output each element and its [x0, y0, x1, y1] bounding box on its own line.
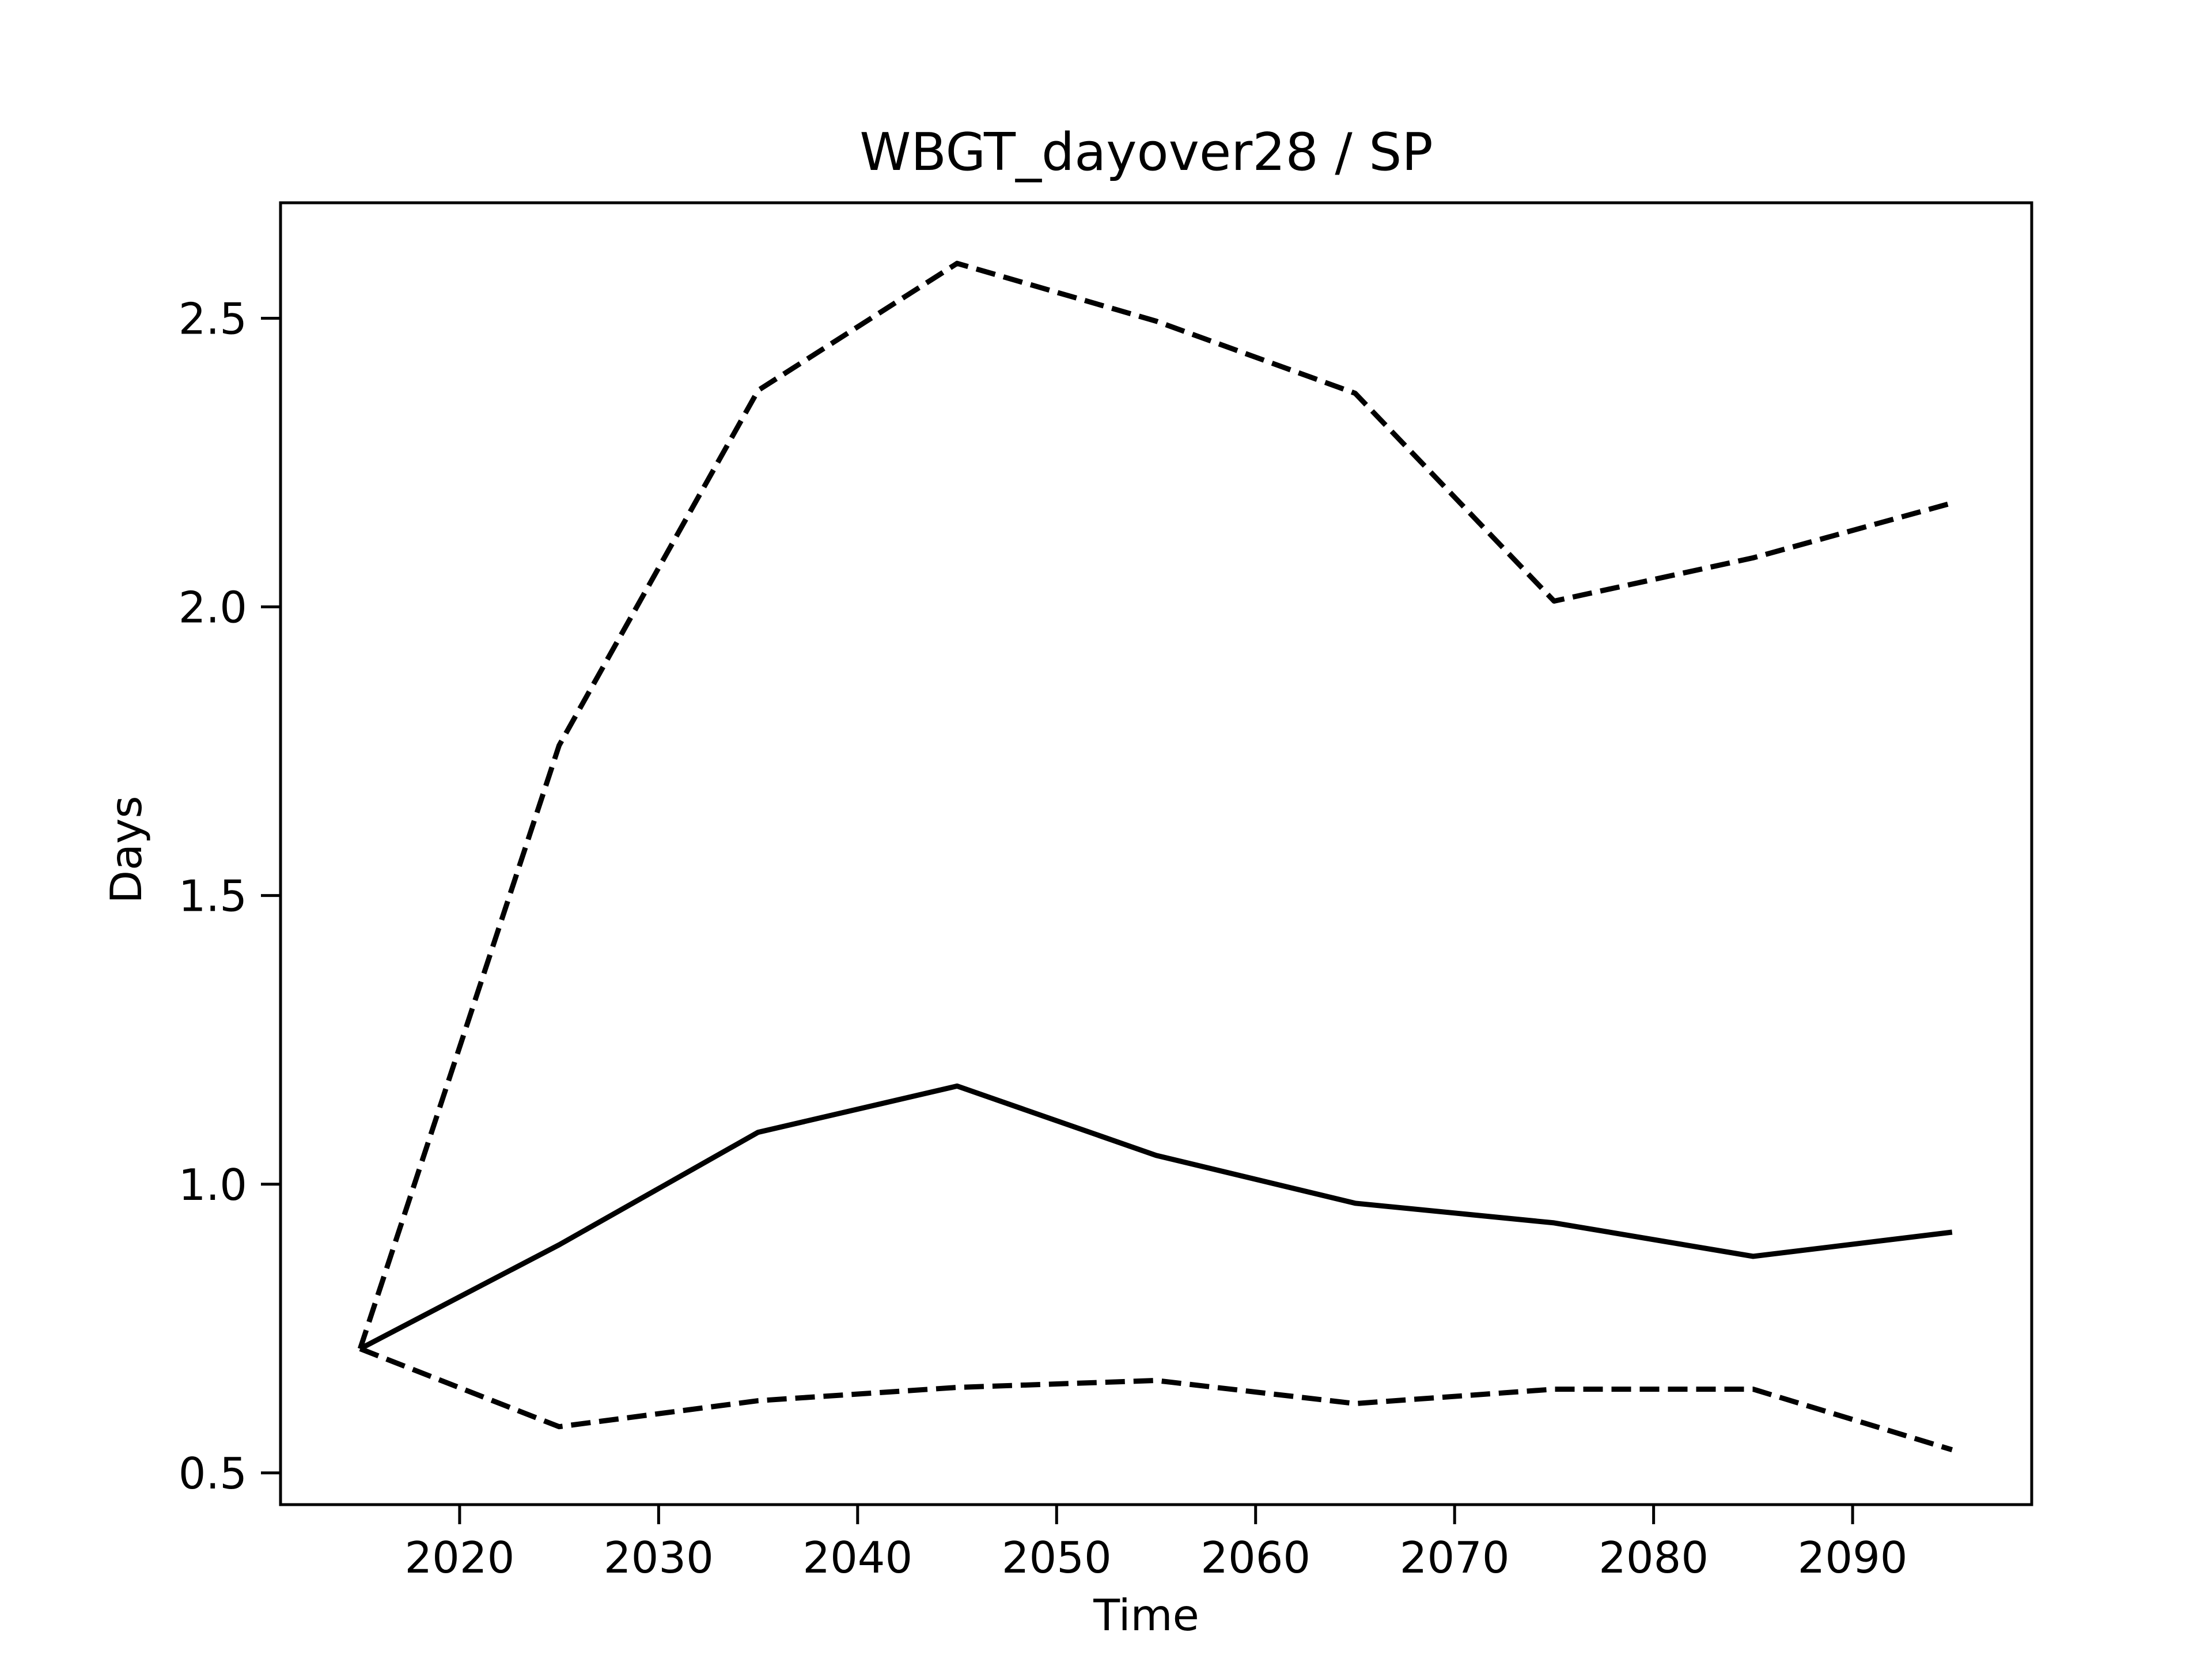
x-tick-label: 2060: [1200, 1532, 1310, 1583]
x-tick-label: 2080: [1599, 1532, 1709, 1583]
series-line-1-solid: [359, 1083, 1953, 1351]
series-line-2-dashed: [357, 260, 1953, 1350]
y-tick-label: 0.5: [179, 1448, 247, 1499]
x-tick-label: 2070: [1400, 1532, 1510, 1583]
x-tick-label: 2090: [1798, 1532, 1908, 1583]
series-line-3-dashed: [359, 1346, 1953, 1453]
x-axis: 2020 2030 2040 2050 2060 2070 2080 2090: [404, 1505, 1908, 1583]
y-axis: 0.5 1.0 1.5 2.0 2.5: [179, 293, 281, 1499]
x-axis-label: Time: [1093, 1590, 1199, 1641]
x-tick-label: 2020: [404, 1532, 514, 1583]
y-tick-label: 2.5: [179, 293, 247, 344]
x-tick-label: 2030: [604, 1532, 714, 1583]
chart-title: WBGT_dayover28 / SP: [859, 122, 1433, 183]
y-tick-label: 1.0: [179, 1160, 247, 1210]
y-axis-label: Days: [101, 796, 151, 903]
plot-frame: [279, 201, 2033, 1506]
series-layer: [357, 260, 1953, 1453]
x-tick-label: 2040: [802, 1532, 912, 1583]
y-tick-label: 2.0: [179, 582, 247, 633]
y-tick-label: 1.5: [179, 871, 247, 922]
x-tick-label: 2050: [1002, 1532, 1112, 1583]
